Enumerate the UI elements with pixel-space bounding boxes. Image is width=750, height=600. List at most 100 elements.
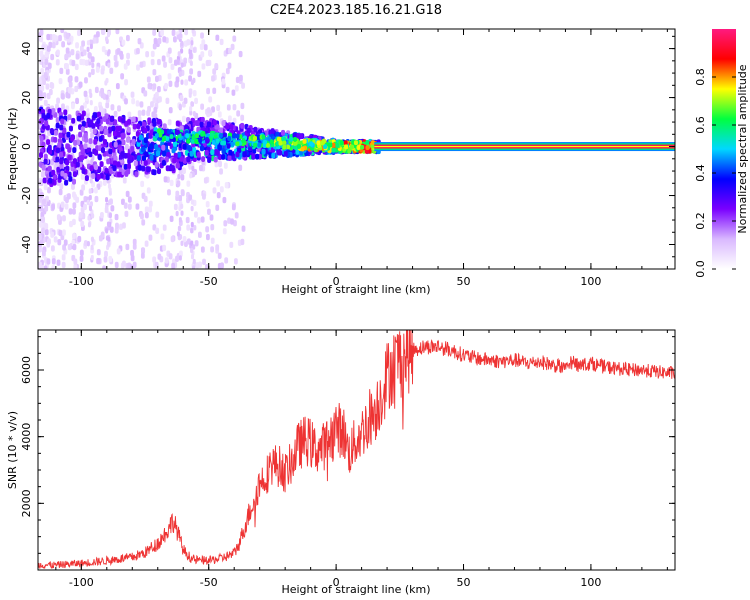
spectrogram-cell <box>214 62 219 70</box>
spectrogram-cell <box>140 252 145 259</box>
spectrogram-cell <box>46 45 51 52</box>
spectrogram-cell <box>51 258 56 265</box>
spectrogram-cell <box>61 41 66 48</box>
x-tick-label: 0 <box>333 576 340 589</box>
spectrogram-cell <box>95 31 100 38</box>
spectrogram-cell <box>47 238 51 245</box>
spectrogram-cell <box>180 189 185 197</box>
spectrogram-cell <box>200 103 205 110</box>
spectrogram-cell <box>200 216 205 223</box>
spectrogram-cell <box>69 220 73 228</box>
spectrogram-cell <box>210 223 215 231</box>
spectrogram-cell <box>184 79 189 86</box>
spectrogram-cell <box>67 114 72 121</box>
spectrogram-cell <box>169 134 174 140</box>
spectrogram-cell <box>302 138 307 144</box>
spectrogram-cell <box>270 128 275 134</box>
spectrogram-cell <box>139 101 144 108</box>
spectrogram-cell <box>50 245 55 252</box>
spectrogram-cell <box>222 227 227 235</box>
spectrogram-cell <box>43 71 48 79</box>
spectrogram-cell <box>79 255 84 262</box>
spectrogram-cell <box>72 171 78 178</box>
spectrogram-cell <box>203 44 208 51</box>
spectrogram-cell <box>190 40 194 46</box>
spectrogram-cell <box>41 249 46 257</box>
spectrogram-cell <box>80 105 84 112</box>
spectrogram-cell <box>160 233 165 240</box>
spectrogram-cell <box>50 53 55 61</box>
spectrogram-cell <box>46 258 51 265</box>
spectrogram-cell <box>64 179 69 186</box>
spectrogram-cell <box>178 29 183 34</box>
spectrogram-cell <box>255 153 260 160</box>
spectrogram-cell <box>89 43 93 50</box>
spectrogram-cell <box>75 42 79 49</box>
spectrogram-cell <box>80 173 85 180</box>
spectrogram-cell <box>143 127 148 134</box>
spectrogram-cell <box>43 153 48 160</box>
spectrogram-cell <box>197 70 202 78</box>
x-tick-label: -100 <box>69 576 94 589</box>
spectrogram-cell <box>170 235 175 243</box>
spectrogram-cell <box>86 199 90 206</box>
spectrogram-cell <box>218 127 223 134</box>
spectrogram-cell <box>124 210 129 218</box>
spectrogram-cell <box>67 87 72 94</box>
spectrogram-cell <box>119 53 124 60</box>
spectrogram-cell <box>123 63 128 70</box>
spectrogram-cell <box>78 131 83 138</box>
spectrogram-cell <box>235 151 240 158</box>
spectrogram-cell <box>233 258 238 265</box>
spectrogram-cell <box>218 160 222 168</box>
spectrogram-cell <box>168 107 173 114</box>
spectrogram-cell <box>191 146 197 153</box>
spectrogram-cell <box>360 144 365 150</box>
spectrogram-cell <box>99 172 104 179</box>
spectrogram-cell <box>109 67 114 75</box>
main-line-center <box>374 145 675 148</box>
spectrogram-cell <box>44 229 49 236</box>
spectrogram-cell <box>179 160 184 167</box>
spectrogram-cell <box>175 81 179 88</box>
spectrogram-cell <box>146 166 151 173</box>
spectrogram-cell <box>107 49 111 55</box>
spectrogram-cell <box>60 29 65 34</box>
spectrogram-cell <box>155 150 161 157</box>
spectrogram-cell <box>60 201 65 208</box>
spectrogram-cell <box>127 196 132 203</box>
spectrogram-cell <box>105 36 109 42</box>
x-tick-label: -50 <box>200 576 218 589</box>
spectrogram-cell <box>189 60 193 66</box>
spectrogram-cell <box>202 258 206 265</box>
spectrogram-cell <box>110 205 115 212</box>
spectrogram-cell <box>205 233 210 241</box>
snr-ticks: -100 -50 0 50 100 2000 4000 6000 <box>20 330 675 589</box>
spectrogram-cell <box>115 29 120 35</box>
spectrogram-cell <box>126 163 131 170</box>
spectrogram-cell <box>141 165 146 172</box>
spectrogram-cell <box>90 56 95 63</box>
spectrogram-cell <box>162 36 167 43</box>
x-tick-label: -100 <box>69 275 94 288</box>
spectrogram-cell <box>44 222 49 230</box>
spectrogram-cell <box>62 244 67 251</box>
spectrogram-cell <box>161 159 166 166</box>
spectrogram-cell <box>99 125 104 132</box>
spectrogram-cell <box>40 265 44 269</box>
spectrogram-cell <box>68 125 73 132</box>
spectrogram-cell <box>201 156 206 163</box>
spectrogram-cell <box>134 171 139 178</box>
spectrogram-cell <box>71 102 75 110</box>
spectrogram-cell <box>168 56 173 64</box>
spectrogram-cell <box>176 59 180 65</box>
spectrogram-cell <box>335 143 340 148</box>
spectrogram-cell <box>107 199 112 206</box>
spectrogram-cell <box>94 86 99 94</box>
colorbar-tick-label: 0.4 <box>694 164 707 182</box>
spectrogram-cell <box>230 141 235 147</box>
spectrogram-cell <box>196 151 201 158</box>
spectrogram-cell <box>83 90 88 98</box>
spectrogram-cell <box>53 236 58 243</box>
spectrogram-cell <box>194 120 199 127</box>
